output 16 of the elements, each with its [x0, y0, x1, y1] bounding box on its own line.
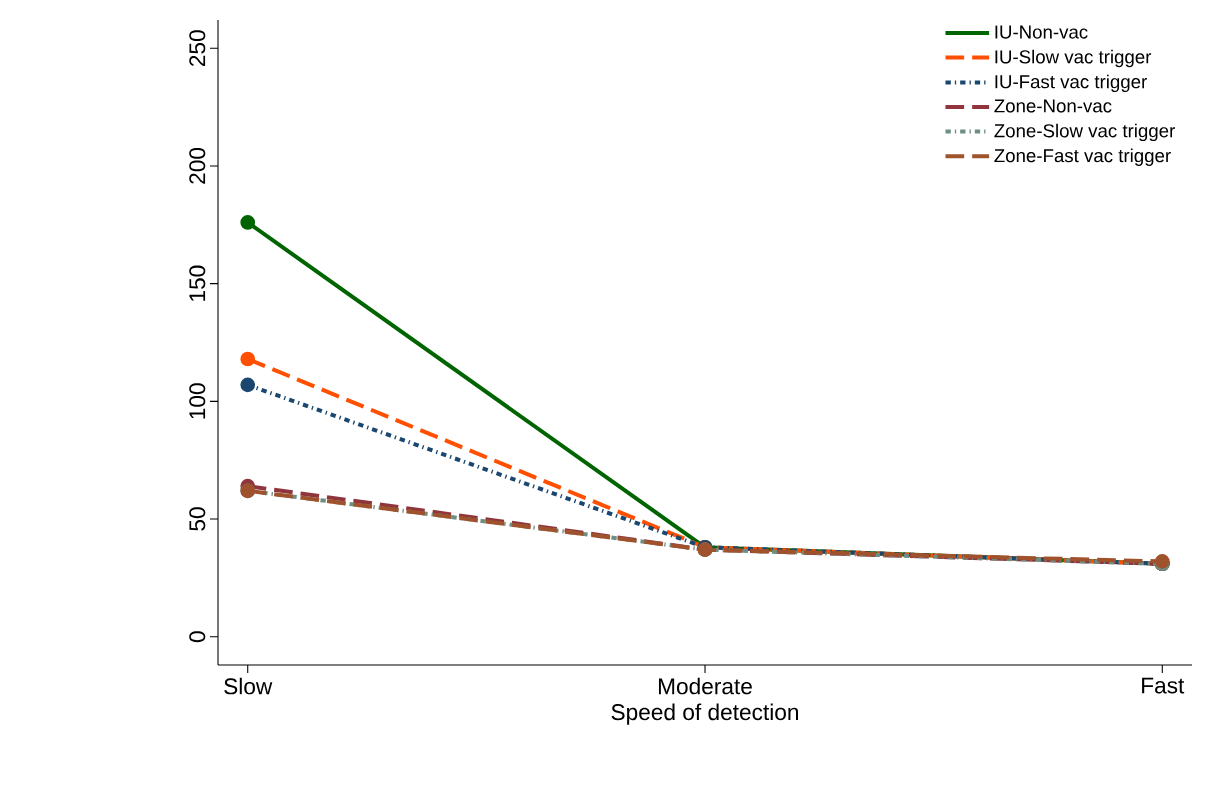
x-axis-title: Speed of detection	[611, 703, 798, 725]
x-tick-label: Moderate	[658, 677, 752, 695]
y-tick-label: 200	[189, 147, 206, 184]
x-tick-label: Fast	[1142, 677, 1185, 694]
y-tick-label: 100	[189, 383, 206, 419]
legend-label: Zone-Fast vac trigger	[994, 148, 1171, 166]
y-tick-label: 250	[189, 30, 206, 66]
legend-label: IU-Slow vac trigger	[995, 49, 1152, 68]
x-tick-label: Slow	[224, 677, 273, 695]
y-tick-label: 0	[189, 631, 206, 643]
legend-label: Zone-Slow vac trigger	[994, 123, 1175, 142]
y-tick-label: 150	[189, 265, 206, 301]
legend-label: IU-Non-vac	[995, 25, 1088, 39]
legend-label: Zone-Non-vac	[994, 99, 1112, 113]
legend-label: IU-Fast vac trigger	[995, 74, 1147, 93]
y-tick-label: 50	[189, 507, 206, 531]
